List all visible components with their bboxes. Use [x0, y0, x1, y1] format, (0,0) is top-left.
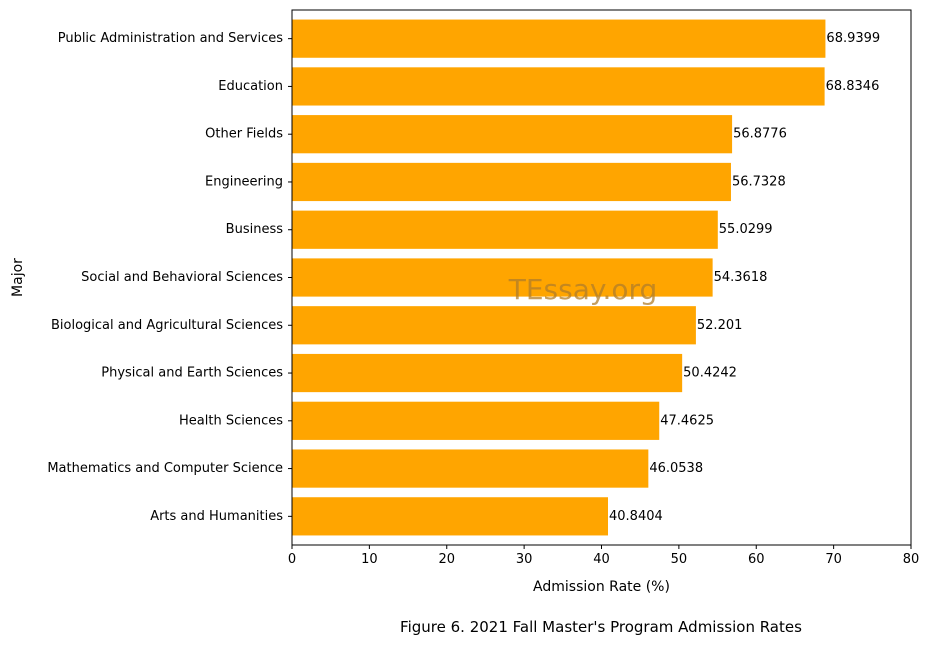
x-tick-label: 20 [438, 552, 455, 567]
bar [292, 353, 683, 393]
y-axis-label: Major [10, 258, 26, 297]
x-tick-label: 30 [516, 552, 533, 567]
x-tick-label: 50 [671, 552, 688, 567]
bar [292, 162, 731, 202]
category-label: Business [226, 222, 284, 237]
x-tick-label: 60 [748, 552, 765, 567]
bar [292, 401, 660, 440]
value-label: 47.4625 [660, 413, 714, 428]
x-axis-ticks: 0 10 20 30 40 50 60 70 80 [288, 545, 919, 567]
x-tick-label: 70 [825, 552, 842, 567]
value-label: 56.7328 [732, 174, 786, 189]
bars-group [292, 19, 826, 536]
category-label: Physical and Earth Sciences [101, 366, 283, 381]
bar [292, 115, 733, 154]
value-label: 40.8404 [609, 509, 663, 524]
bar [292, 449, 649, 488]
x-tick-label: 0 [288, 552, 296, 567]
value-label: 52.201 [697, 318, 743, 333]
plot-frame [291, 9, 912, 546]
category-label: Public Administration and Services [58, 31, 283, 46]
category-labels: Public Administration and Services Educat… [47, 31, 292, 524]
x-tick-label: 40 [593, 552, 610, 567]
bar [292, 19, 826, 58]
bar [292, 497, 609, 536]
x-tick-label: 80 [903, 552, 920, 567]
value-label: 56.8776 [733, 127, 787, 142]
category-label: Social and Behavioral Sciences [81, 270, 283, 285]
value-labels: 68.9399 68.8346 56.8776 56.7328 55.0299 54.36… [609, 31, 880, 524]
category-label: Engineering [205, 174, 283, 189]
value-label: 68.8346 [826, 79, 880, 94]
value-label: 50.4242 [683, 366, 737, 381]
figure-caption: Figure 6. 2021 Fall Master's Program Adm… [400, 618, 802, 636]
category-label: Arts and Humanities [150, 509, 283, 524]
value-label: 54.3618 [714, 270, 768, 285]
category-label: Education [218, 79, 283, 94]
value-label: 55.0299 [719, 222, 773, 237]
category-label: Biological and Agricultural Sciences [51, 318, 283, 333]
watermark: TEssay.org [508, 273, 658, 306]
category-label: Health Sciences [179, 413, 283, 428]
bar [292, 210, 718, 249]
value-label: 68.9399 [826, 31, 880, 46]
category-label: Mathematics and Computer Science [47, 461, 283, 476]
bar [292, 67, 825, 106]
bar [292, 306, 696, 345]
x-axis-label: Admission Rate (%) [533, 579, 670, 595]
x-tick-label: 10 [361, 552, 378, 567]
bar [292, 258, 713, 297]
value-label: 46.0538 [649, 461, 703, 476]
category-label: Other Fields [205, 127, 283, 142]
